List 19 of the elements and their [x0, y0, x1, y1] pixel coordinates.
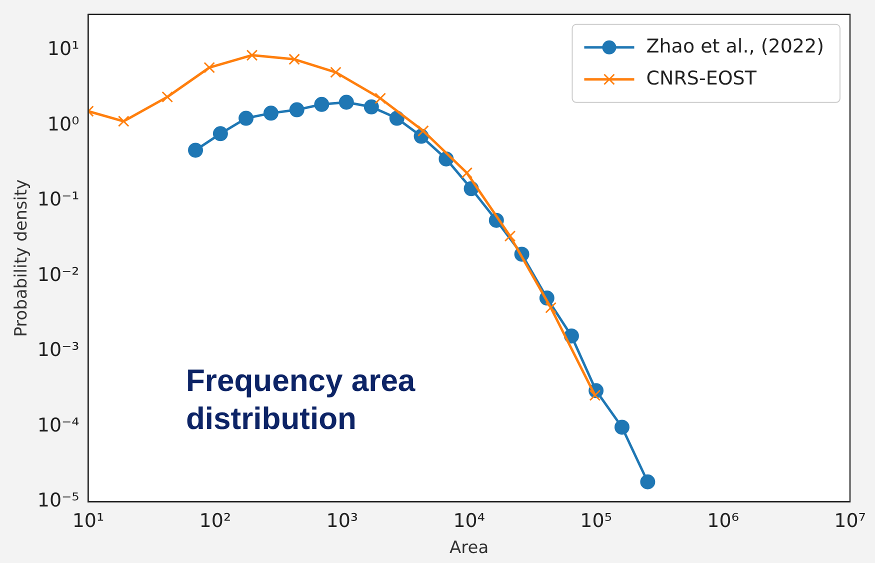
legend-label: CNRS-EOST: [646, 67, 757, 90]
x-tick-label: 10⁴: [453, 510, 486, 532]
x-tick-label: 10³: [326, 510, 358, 532]
x-tick-label: 10⁵: [580, 510, 612, 532]
y-axis-title: Probability density: [12, 179, 32, 337]
x-axis-title: Area: [450, 538, 489, 558]
x-tick-label: 10⁶: [707, 510, 739, 532]
legend-label: Zhao et al., (2022): [646, 35, 824, 58]
x-tick-label: 10⁷: [834, 510, 866, 532]
y-tick-label: 10⁻⁵: [37, 490, 80, 512]
y-tick-label: 10¹: [47, 38, 80, 60]
y-tick-label: 10⁻³: [37, 339, 80, 362]
x-tick-label: 10²: [199, 510, 232, 532]
annotation: Frequency area distribution: [186, 362, 416, 438]
y-tick-label: 10⁻⁴: [37, 414, 80, 436]
y-tick-label: 10⁻¹: [37, 188, 80, 211]
y-tick-label: 10⁰: [47, 113, 80, 136]
x-tick-label: 10¹: [72, 510, 104, 532]
y-tick-label: 10⁻²: [37, 264, 80, 286]
